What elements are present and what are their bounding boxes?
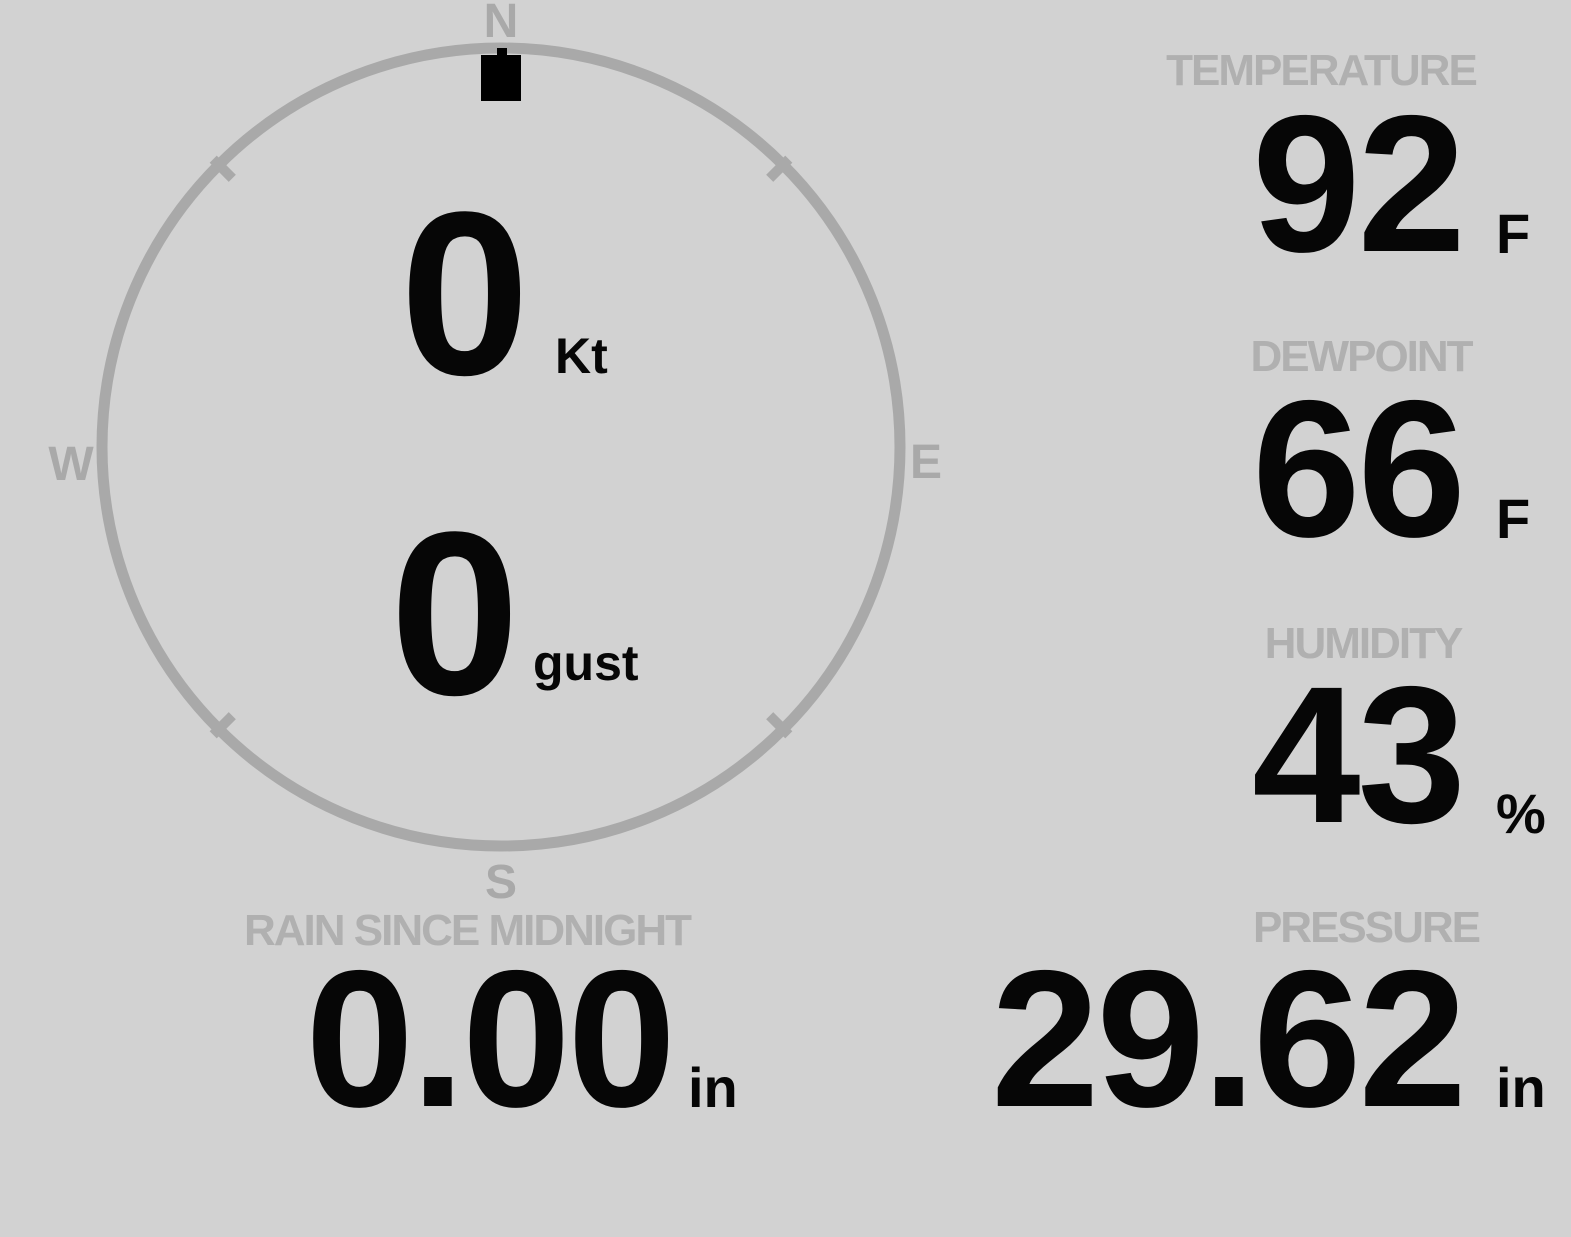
- wind-speed-unit: Kt: [555, 328, 608, 384]
- pressure-unit: in: [1496, 1056, 1546, 1119]
- compass-tick-nw: [209, 155, 236, 182]
- wind-direction-marker: [481, 55, 521, 101]
- rain-since-midnight-value: 0.00: [305, 930, 676, 1148]
- compass-tick-ne: [766, 155, 793, 182]
- dewpoint-label: DEWPOINT: [1250, 332, 1473, 381]
- temperature-value: 92: [1252, 75, 1466, 293]
- cardinal-east-label: E: [910, 436, 942, 489]
- pressure-label: PRESSURE: [1252, 903, 1481, 952]
- humidity-unit: %: [1496, 782, 1546, 845]
- cardinal-west-label: W: [48, 438, 94, 491]
- wind-compass: N E S W: [48, 0, 942, 909]
- humidity-value: 43: [1252, 646, 1466, 864]
- wind-direction-marker-tip: [497, 48, 507, 56]
- cardinal-south-label: S: [485, 856, 517, 909]
- dewpoint-unit: F: [1496, 487, 1531, 550]
- wind-gust-unit: gust: [533, 635, 639, 691]
- dewpoint-value: 66: [1252, 360, 1466, 578]
- wind-gust-value: 0: [390, 484, 520, 744]
- humidity-label: HUMIDITY: [1264, 619, 1464, 668]
- cardinal-north-label: N: [484, 0, 519, 48]
- rain-since-midnight-label: RAIN SINCE MIDNIGHT: [244, 906, 692, 955]
- temperature-label: TEMPERATURE: [1166, 46, 1478, 95]
- rain-since-midnight-unit: in: [688, 1056, 738, 1119]
- pressure-value: 29.62: [991, 930, 1467, 1148]
- compass-tick-se: [766, 712, 793, 739]
- wind-speed-value: 0: [400, 164, 530, 424]
- temperature-unit: F: [1496, 202, 1531, 265]
- compass-tick-sw: [209, 712, 236, 739]
